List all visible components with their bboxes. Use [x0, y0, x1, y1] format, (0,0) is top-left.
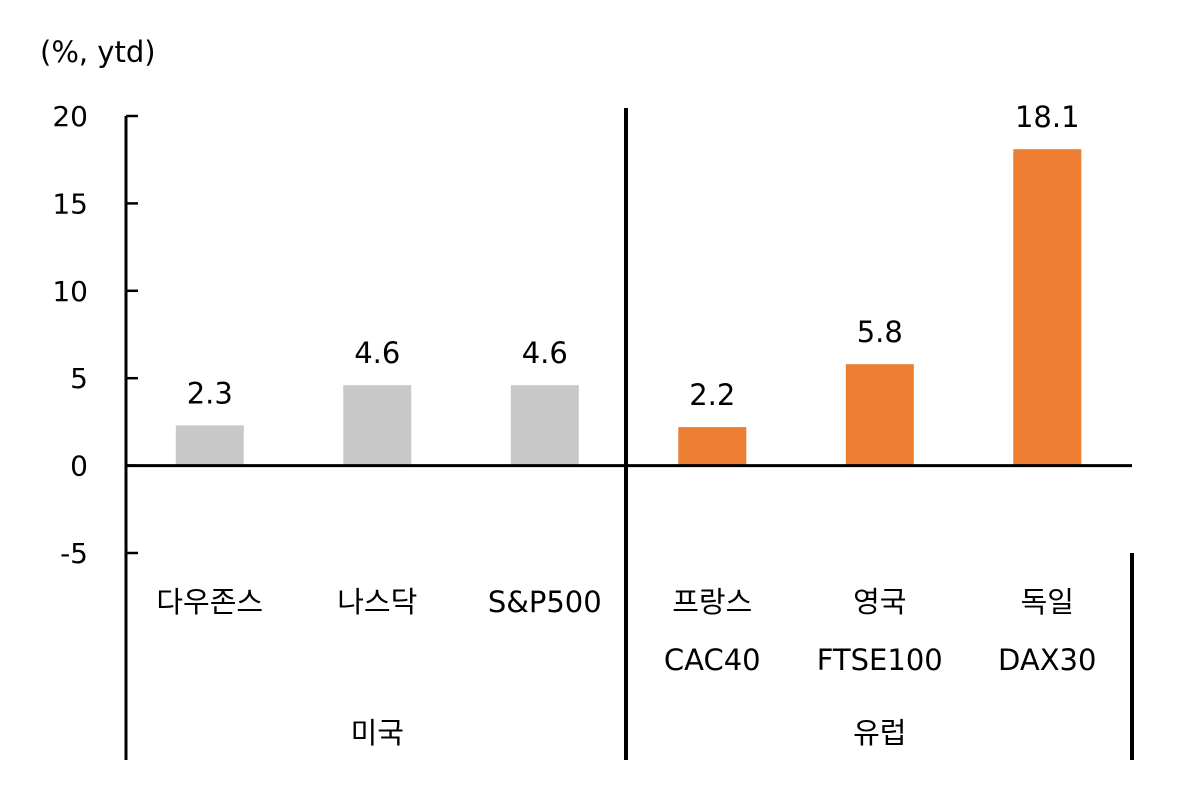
bar: [678, 427, 747, 466]
category-label: 독일: [1021, 585, 1074, 619]
bar: [1013, 149, 1082, 466]
data-label: 2.3: [187, 376, 233, 410]
bar: [845, 364, 914, 466]
y-tick-label: -5: [60, 537, 88, 570]
bars: [175, 149, 1082, 466]
y-tick-label: 20: [52, 100, 88, 133]
data-label: 2.2: [689, 378, 735, 412]
y-axis-unit-label: (%, ytd): [40, 35, 156, 69]
category-sublabel: DAX30: [998, 643, 1096, 677]
y-tick-label: 10: [52, 275, 88, 308]
group-label: 미국: [351, 716, 404, 750]
category-label: 영국: [853, 585, 906, 619]
category-label: 나스닥: [337, 585, 417, 619]
axes: [124, 108, 1134, 760]
data-label: 5.8: [857, 315, 903, 349]
y-tick-label: 5: [70, 362, 88, 395]
y-tick-label: 15: [52, 187, 88, 220]
labels: 2.3 다우존스 4.6 나스닥 4.6 S&P500 2.2 프랑스 CAC40 5.8 영국 FT…: [52, 100, 1096, 750]
category-label: 다우존스: [156, 585, 263, 619]
category-label: 프랑스: [672, 585, 752, 619]
y-tick-label: 0: [70, 450, 88, 483]
category-label: S&P500: [488, 585, 602, 619]
category-sublabel: CAC40: [664, 643, 761, 677]
bar: [343, 385, 412, 466]
category-sublabel: FTSE100: [817, 643, 943, 677]
data-label: 18.1: [1015, 100, 1080, 134]
group-label: 유럽: [853, 716, 906, 750]
data-label: 4.6: [354, 336, 400, 370]
bar: [510, 385, 579, 466]
bar: [175, 425, 244, 466]
data-label: 4.6: [522, 336, 568, 370]
